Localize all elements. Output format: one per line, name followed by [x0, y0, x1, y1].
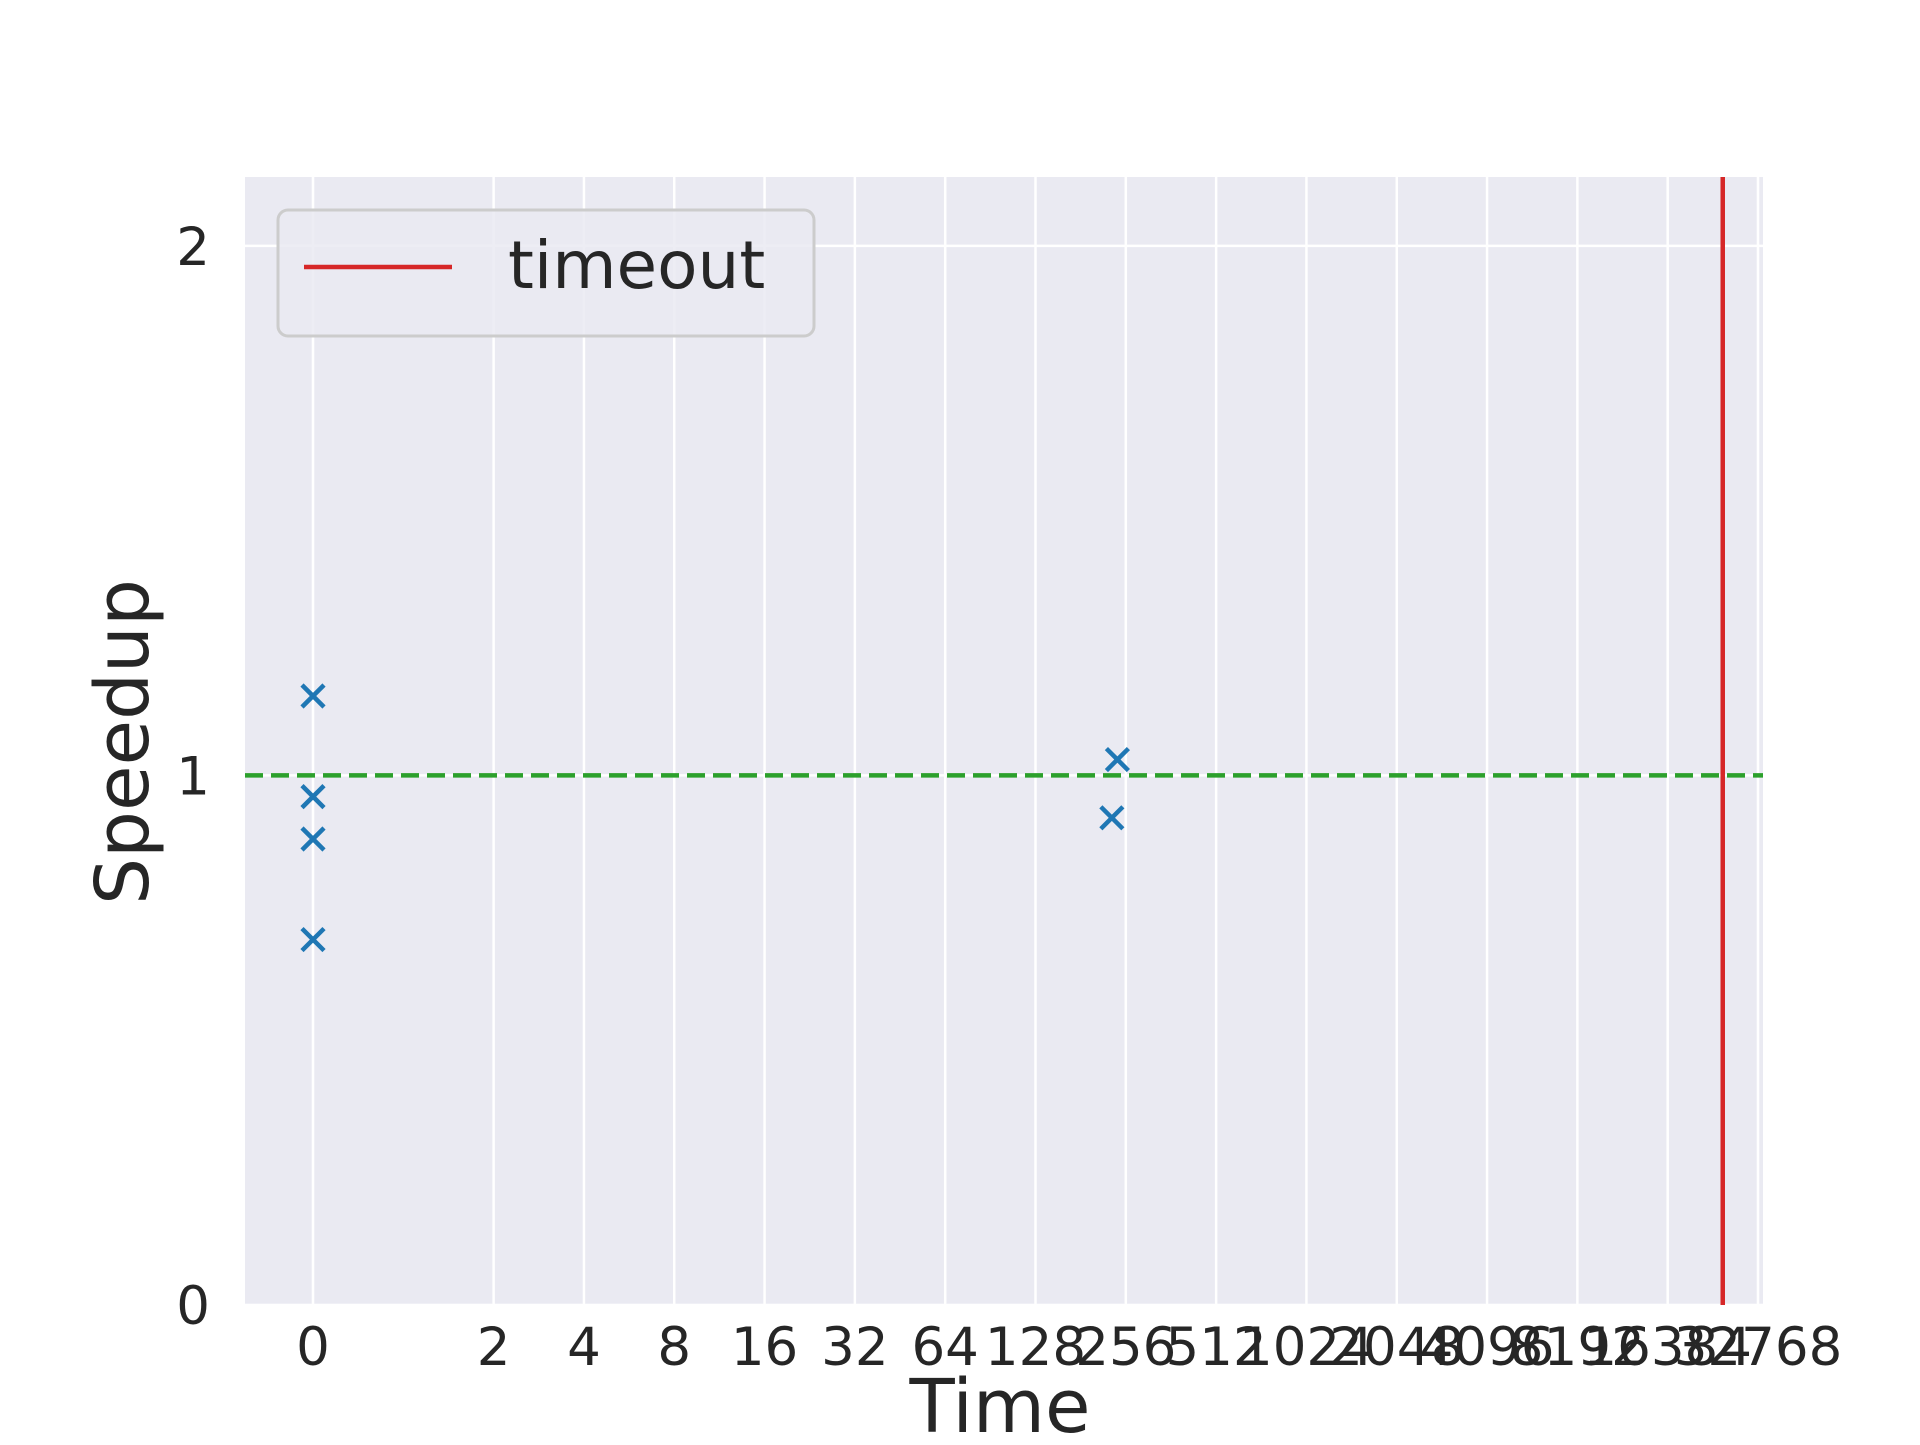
y-tick-label: 1 [176, 746, 210, 807]
x-tick-label: 4 [567, 1317, 601, 1378]
y-tick-label: 2 [176, 217, 210, 278]
data-point [300, 784, 326, 810]
x-tick-label: 64 [911, 1317, 978, 1378]
x-tick-label: 16384 [1583, 1317, 1752, 1378]
data-point-stroke [300, 927, 326, 953]
x-tick-label: 2048 [1329, 1317, 1464, 1378]
x-axis-label: Time [908, 1364, 1090, 1440]
legend-label: timeout [508, 227, 765, 304]
data-point-stroke [1099, 805, 1125, 831]
x-tick-label: 128 [985, 1317, 1086, 1378]
plot-background [245, 177, 1763, 1305]
x-tick-label: 2 [477, 1317, 511, 1378]
data-point [1104, 746, 1130, 773]
data-point-stroke [300, 683, 326, 709]
data-point-stroke [300, 784, 326, 810]
y-tick-label: 0 [176, 1276, 210, 1337]
data-point [300, 683, 326, 709]
x-tick-label: 8 [657, 1317, 691, 1378]
x-tick-label: 1024 [1239, 1317, 1374, 1378]
x-tick-label: 4096 [1420, 1317, 1555, 1378]
data-point [300, 927, 326, 953]
data-point-stroke [1104, 746, 1130, 773]
legend-box [276, 208, 816, 338]
x-tick-label: 256 [1075, 1317, 1176, 1378]
legend: timeout [276, 208, 816, 338]
x-tick-label: 16 [731, 1317, 798, 1378]
y-axis-label: Speedup [80, 579, 166, 905]
x-tick-label: 32 [821, 1317, 888, 1378]
x-tick-label: 0 [296, 1317, 330, 1378]
x-tick-label: 8192 [1510, 1317, 1645, 1378]
x-tick-label: 512 [1166, 1317, 1267, 1378]
data-point [300, 826, 326, 852]
data-point [1099, 805, 1125, 831]
x-tick-label: 32768 [1674, 1317, 1843, 1378]
data-point-stroke [300, 826, 326, 852]
